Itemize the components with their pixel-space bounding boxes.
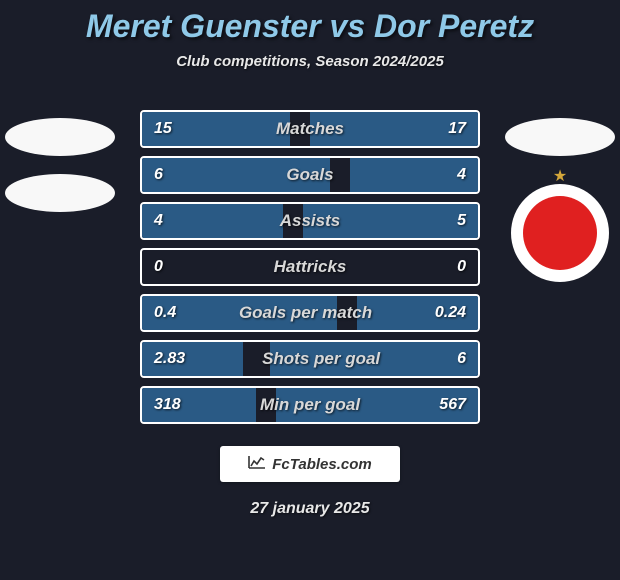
badge-placeholder-icon [5,174,115,212]
stat-row: 318 Min per goal 567 [140,386,480,424]
badge-placeholder-icon [505,118,615,156]
stat-label: Goals [286,165,333,185]
stat-left-value: 6 [154,166,163,184]
stat-label: Hattricks [274,257,347,277]
stat-row: 0.4 Goals per match 0.24 [140,294,480,332]
stat-left-value: 2.83 [154,350,185,368]
stat-bar-left [142,204,283,238]
stat-right-value: 6 [457,350,466,368]
page-title: Meret Guenster vs Dor Peretz [0,0,620,45]
stat-row: 15 Matches 17 [140,110,480,148]
badge-placeholder-icon [5,118,115,156]
brand-badge: FcTables.com [220,446,400,482]
right-badges [505,118,615,282]
date-label: 27 january 2025 [0,500,620,518]
stat-right-value: 4 [457,166,466,184]
stat-left-value: 318 [154,396,181,414]
stat-row: 2.83 Shots per goal 6 [140,340,480,378]
stat-row: 0 Hattricks 0 [140,248,480,286]
stat-right-value: 0.24 [435,304,466,322]
stat-left-value: 0 [154,258,163,276]
stats-table: 15 Matches 17 6 Goals 4 4 Assists 5 0 Hattricks 0 0.… [140,110,480,424]
stat-row: 4 Assists 5 [140,202,480,240]
chart-icon [248,455,266,473]
stat-right-value: 17 [448,120,466,138]
stat-right-value: 5 [457,212,466,230]
stat-row: 6 Goals 4 [140,156,480,194]
stat-left-value: 4 [154,212,163,230]
stat-right-value: 0 [457,258,466,276]
stat-label: Matches [276,119,344,139]
page-subtitle: Club competitions, Season 2024/2025 [0,53,620,70]
stat-label: Goals per match [239,303,372,323]
stat-left-value: 15 [154,120,172,138]
stat-label: Shots per goal [262,349,380,369]
left-badges [5,118,115,212]
stat-right-value: 567 [439,396,466,414]
stat-label: Assists [280,211,340,231]
stat-left-value: 0.4 [154,304,176,322]
brand-label: FcTables.com [272,456,371,473]
stat-label: Min per goal [260,395,360,415]
club-crest-icon [511,184,609,282]
